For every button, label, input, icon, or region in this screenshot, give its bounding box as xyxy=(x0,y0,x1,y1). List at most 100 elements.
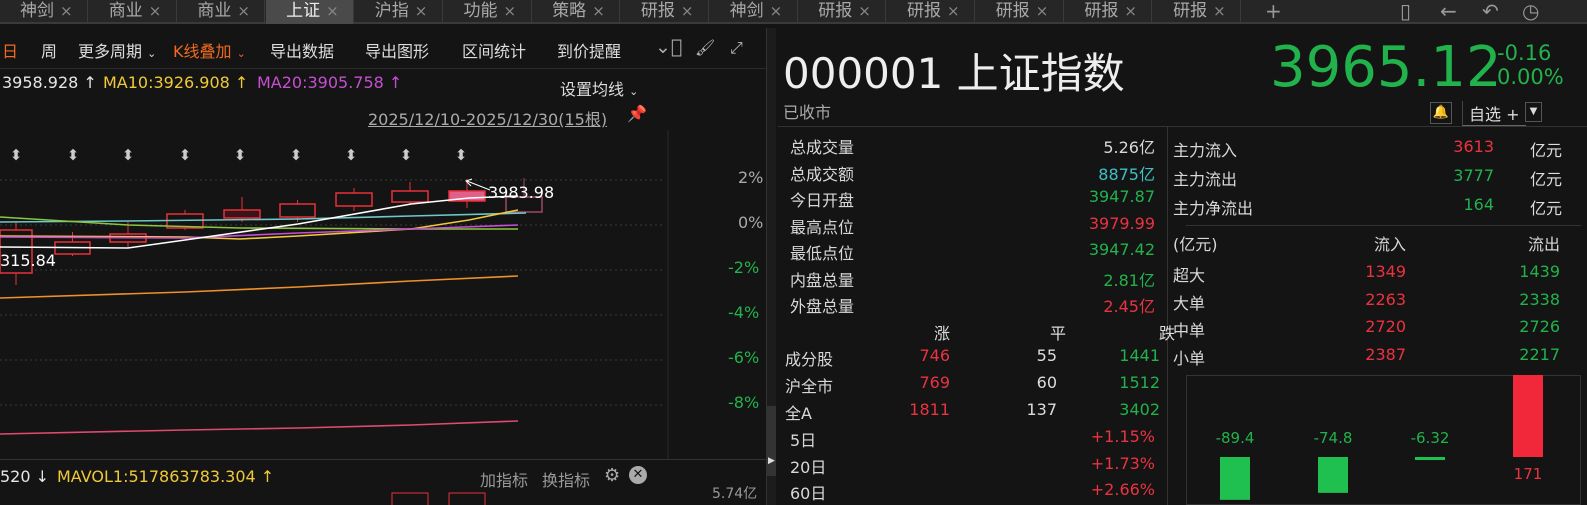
breadth-label: 成分股 xyxy=(785,350,834,369)
kline-chart[interactable]: ⬍ ⬍ ⬍ ⬍ ⬍ ⬍ ⬍ ⬍ ⬍ xyxy=(0,0,770,505)
flow-out-value: 2338 xyxy=(1519,289,1560,309)
stat-value: 3979.99 xyxy=(1088,213,1155,233)
close-icon[interactable]: × xyxy=(947,2,960,20)
brush-icon[interactable]: 🖌 xyxy=(695,38,716,57)
close-icon[interactable]: × xyxy=(592,2,605,20)
main-flow-unit: 亿元 xyxy=(1529,141,1562,160)
kline-overlay-dropdown[interactable]: K线叠加 ⌄ xyxy=(173,38,246,62)
volume-value: 520 ↓ xyxy=(0,467,50,486)
moving-average-line xyxy=(0,224,519,239)
close-icon[interactable]: × xyxy=(237,2,250,20)
close-icon[interactable]: × xyxy=(1213,2,1226,20)
moving-average-line xyxy=(0,195,519,249)
tab-10[interactable]: 研报 × xyxy=(887,0,975,24)
breadth-down: 3402 xyxy=(1119,400,1160,419)
tab-8[interactable]: 神剑 × xyxy=(710,0,798,24)
breadth-header: 平 xyxy=(1049,324,1066,343)
tab-6[interactable]: 策略 × xyxy=(532,0,621,24)
breadth-down: 1441 xyxy=(1119,346,1160,365)
scrollbar-thumb[interactable] xyxy=(767,406,776,476)
close-indicator-icon[interactable]: ✕ xyxy=(629,466,647,484)
stat-value: 8875亿 xyxy=(1098,164,1155,184)
market-status: 已收市 xyxy=(783,103,832,122)
flow-in-value: 1349 xyxy=(1365,262,1406,281)
close-icon[interactable]: × xyxy=(148,2,162,20)
circle-chevron-icon[interactable]: ⌄⃝ xyxy=(655,36,683,58)
bell-icon[interactable]: 🔔 xyxy=(1430,102,1452,124)
close-icon[interactable]: × xyxy=(1035,2,1049,20)
price-alert-button[interactable]: 到价提醒 xyxy=(557,42,622,61)
close-icon[interactable]: × xyxy=(680,2,694,20)
close-icon[interactable]: × xyxy=(503,2,517,20)
more-periods-dropdown[interactable]: 更多周期 ⌄ xyxy=(78,38,156,62)
range-stats-button[interactable]: 区间统计 xyxy=(462,42,527,61)
period-day[interactable]: 日 xyxy=(2,42,19,61)
close-icon[interactable]: × xyxy=(60,2,73,20)
stat-value: 3947.42 xyxy=(1088,240,1155,259)
axis-tick-label: -4% xyxy=(728,303,760,322)
ma-settings-dropdown[interactable]: 设置均线 ⌄ xyxy=(560,76,638,100)
history-icon[interactable]: ◷ xyxy=(1522,0,1540,23)
more-periods-label: 更多周期 xyxy=(78,42,143,61)
close-icon[interactable]: × xyxy=(414,2,428,20)
moving-average-line xyxy=(0,212,527,223)
stat-label: 最低点位 xyxy=(790,244,855,263)
close-icon[interactable]: × xyxy=(1124,2,1137,20)
switch-indicator-button[interactable]: 换指标 xyxy=(542,471,591,490)
stat-label: 最高点位 xyxy=(790,217,855,237)
signal-marker-icon: ⬍ xyxy=(290,146,303,164)
flow-row-label: 小单 xyxy=(1173,348,1206,368)
period-label: 60日 xyxy=(790,484,827,503)
main-flow-unit: 亿元 xyxy=(1529,199,1562,218)
flow-out-value: 1439 xyxy=(1519,262,1560,281)
add-tab-button[interactable]: + xyxy=(1265,0,1282,23)
undo-icon[interactable]: ↶ xyxy=(1482,0,1499,23)
tab-11[interactable]: 研报 × xyxy=(976,0,1064,24)
tab-4[interactable]: 沪指 × xyxy=(355,0,443,24)
close-icon[interactable]: × xyxy=(858,2,871,20)
tab-2[interactable]: 商业 × xyxy=(177,0,266,24)
date-range-link[interactable]: 2025/12/10-2025/12/30(15根) xyxy=(368,110,608,129)
flow-header: 流出 xyxy=(1527,235,1560,254)
export-data-button[interactable]: 导出数据 xyxy=(270,42,335,61)
expand-arrow-icon[interactable]: ▶ xyxy=(768,456,775,466)
tab-0[interactable]: 神剑 × xyxy=(0,0,88,24)
phone-icon[interactable]: ▯ xyxy=(1400,0,1412,23)
export-image-button[interactable]: 导出图形 xyxy=(365,42,430,61)
breadth-up: 746 xyxy=(919,346,950,365)
add-watchlist-button[interactable]: 自选 + xyxy=(1462,101,1526,126)
breadth-header: 涨 xyxy=(933,324,950,343)
tab-label: 研报 xyxy=(1173,1,1208,21)
gear-icon[interactable]: ⚙ xyxy=(604,465,621,486)
net-flow-chart xyxy=(1186,375,1581,505)
candle-body xyxy=(505,196,543,213)
tab-3[interactable]: 上证 × xyxy=(266,0,355,24)
close-icon[interactable]: × xyxy=(769,2,783,20)
kline-overlay-label: K线叠加 xyxy=(173,42,232,61)
flow-row-label: 超大 xyxy=(1173,266,1206,285)
axis-tick-label: 2% xyxy=(738,168,764,187)
dropdown-icon[interactable]: ▼ xyxy=(1525,102,1542,122)
breadth-flat: 55 xyxy=(1036,346,1057,365)
stat-value: 3947.87 xyxy=(1088,187,1155,206)
breadth-up: 1811 xyxy=(909,400,950,419)
tab-label: 沪指 xyxy=(374,1,409,21)
add-indicator-button[interactable]: 加指标 xyxy=(480,471,529,490)
breadth-flat: 60 xyxy=(1036,373,1057,392)
back-arrow-icon[interactable]: ← xyxy=(1440,0,1457,23)
tab-5[interactable]: 功能 × xyxy=(444,0,532,24)
divider xyxy=(778,126,1587,127)
pin-icon[interactable]: 📌 xyxy=(627,104,647,123)
close-icon[interactable]: × xyxy=(326,2,339,20)
tab-1[interactable]: 商业 × xyxy=(89,0,177,24)
chevron-down-icon: ⌄ xyxy=(236,47,246,60)
panel-splitter[interactable]: ▶ xyxy=(766,28,776,505)
fullscreen-icon[interactable]: ⤢ xyxy=(730,38,743,57)
high-pointer-arrow xyxy=(465,178,473,187)
period-week[interactable]: 周 xyxy=(41,42,58,61)
ma10-label: MA10:3926.908 ↑ xyxy=(103,73,249,92)
tab-9[interactable]: 研报 × xyxy=(798,0,887,24)
tab-12[interactable]: 研报 × xyxy=(1064,0,1153,24)
tab-13[interactable]: 研报 × xyxy=(1153,0,1242,24)
tab-7[interactable]: 研报 × xyxy=(621,0,709,24)
